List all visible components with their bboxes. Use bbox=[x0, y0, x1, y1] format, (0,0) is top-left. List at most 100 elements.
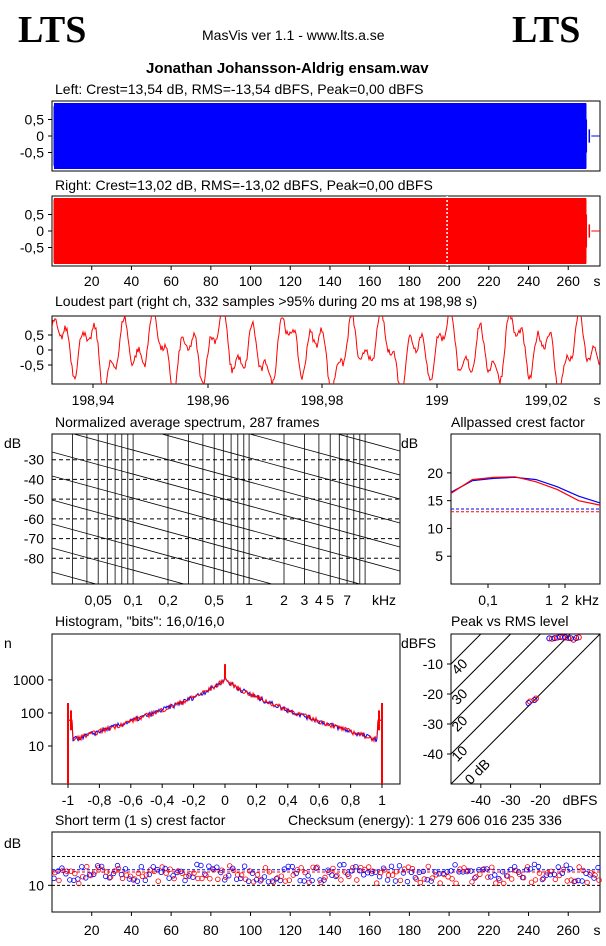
x-unit-label: s bbox=[594, 392, 601, 408]
shortterm-point-left bbox=[396, 863, 403, 869]
shortterm-point-left bbox=[182, 877, 188, 884]
x-tick-label: 2 bbox=[280, 592, 288, 608]
shortterm-point-left bbox=[507, 866, 514, 873]
shortterm-point-right bbox=[56, 877, 62, 884]
shortterm-point-left bbox=[484, 866, 490, 872]
shortterm-point-left bbox=[452, 862, 458, 868]
shortterm-point-right bbox=[548, 868, 555, 874]
x-tick-label: 5 bbox=[326, 592, 334, 608]
x-tick-label: 160 bbox=[358, 273, 382, 289]
shortterm-point-left bbox=[158, 869, 164, 875]
shortterm-point-left bbox=[444, 869, 450, 875]
shortterm-point-left bbox=[492, 872, 498, 878]
app-title: MasVis ver 1.1 - www.lts.a.se bbox=[202, 27, 385, 43]
histogram-title: Histogram, "bits": 16,0/16,0 bbox=[55, 613, 225, 629]
shortterm-point-right bbox=[282, 878, 289, 884]
shortterm-point-left bbox=[364, 870, 371, 876]
shortterm-point-right bbox=[564, 878, 570, 884]
x-tick-label: 80 bbox=[203, 273, 219, 289]
shortterm-point-right bbox=[377, 870, 384, 876]
y-tick-label: -40 bbox=[24, 471, 44, 487]
shortterm-point-left bbox=[281, 866, 288, 872]
x-unit-label: s bbox=[594, 922, 601, 938]
shortterm-point-right bbox=[143, 872, 150, 878]
right-title: Right: Crest=13,02 dB, RMS=-13,02 dBFS, … bbox=[55, 177, 433, 193]
y-tick-label: -20 bbox=[423, 686, 443, 702]
peakrms-diag-label: 40 bbox=[448, 655, 470, 677]
shortterm-point-right bbox=[520, 875, 527, 881]
shortterm-point-left bbox=[118, 871, 125, 878]
shortterm-point-left bbox=[321, 877, 327, 883]
shortterm-point-left bbox=[305, 873, 311, 879]
shortterm-point-left bbox=[357, 868, 363, 874]
shortterm-point-right bbox=[532, 877, 539, 883]
shortterm-point-right bbox=[362, 866, 368, 873]
shortterm-point-left bbox=[555, 864, 562, 870]
x-tick-label: 260 bbox=[557, 273, 581, 289]
shortterm-point-left bbox=[539, 876, 546, 883]
shortterm-point-right bbox=[155, 878, 161, 884]
shortterm-point-right bbox=[298, 865, 304, 871]
shortterm-point-right bbox=[322, 874, 328, 881]
shortterm-point-right bbox=[195, 875, 201, 882]
shortterm-point-right bbox=[373, 880, 380, 886]
shortterm-point-right bbox=[433, 872, 439, 878]
y-tick-label: 0,5 bbox=[25, 207, 45, 223]
x-tick-label: -0,8 bbox=[87, 792, 111, 808]
waveform-tail-0 bbox=[585, 119, 591, 153]
x-tick-label: 260 bbox=[557, 922, 581, 938]
shortterm-point-right bbox=[266, 869, 273, 875]
x-tick-label: 0,1 bbox=[123, 592, 143, 608]
x-tick-label: 0 bbox=[221, 792, 229, 808]
shortterm-point-right bbox=[286, 877, 292, 883]
spectrum-ylabel: dB bbox=[4, 435, 21, 451]
shortterm-point-right bbox=[215, 876, 221, 882]
shortterm-point-right bbox=[397, 877, 404, 884]
x-tick-label: 0,5 bbox=[204, 592, 224, 608]
y-tick-label: 100 bbox=[21, 705, 45, 721]
shortterm-point-right bbox=[429, 875, 435, 881]
y-tick-label: 1000 bbox=[13, 672, 44, 688]
shortterm-point-left bbox=[333, 873, 339, 880]
y-tick-label: -60 bbox=[24, 511, 44, 527]
shortterm-point-right bbox=[84, 863, 90, 870]
shortterm-point-right bbox=[469, 879, 475, 885]
peakrms-point-left bbox=[525, 700, 532, 706]
x-tick-label: 2 bbox=[561, 592, 569, 608]
shortterm-point-left bbox=[142, 877, 149, 884]
spectrum-gridlines-v bbox=[72, 434, 366, 584]
shortterm-point-right bbox=[95, 864, 102, 871]
shortterm-point-right bbox=[127, 873, 134, 879]
shortterm-point-left bbox=[241, 863, 248, 869]
histogram-left-curve bbox=[68, 676, 382, 743]
shortterm-point-left bbox=[63, 871, 69, 877]
shortterm-point-left bbox=[456, 869, 462, 875]
shortterm-point-left bbox=[531, 861, 538, 868]
shortterm-point-left bbox=[237, 875, 244, 882]
peakrms-title: Peak vs RMS level bbox=[451, 613, 569, 629]
shortterm-point-right bbox=[338, 877, 344, 883]
shortterm-point-right bbox=[584, 879, 590, 886]
shortterm-point-right bbox=[421, 876, 427, 882]
shortterm-point-right bbox=[354, 877, 360, 883]
shortterm-point-right bbox=[52, 869, 58, 876]
x-tick-label: 140 bbox=[318, 922, 342, 938]
shortterm-point-left bbox=[412, 875, 419, 881]
x-tick-label: 220 bbox=[477, 922, 501, 938]
spectrum-title: Normalized average spectrum, 287 frames bbox=[55, 414, 320, 430]
shortterm-point-right bbox=[326, 869, 332, 876]
shortterm-point-right bbox=[219, 867, 225, 873]
shortterm-point-left bbox=[75, 876, 81, 882]
peakrms-point-right bbox=[532, 695, 539, 702]
shortterm-point-left bbox=[261, 874, 268, 880]
peakrms-diag-label: 0 dB bbox=[461, 756, 493, 788]
shortterm-point-left bbox=[349, 868, 355, 874]
shortterm-point-left bbox=[114, 862, 121, 869]
x-tick-label: -0,6 bbox=[119, 792, 143, 808]
shortterm-point-right bbox=[409, 865, 416, 872]
y-tick-label: -0,5 bbox=[20, 145, 44, 161]
shortterm-point-right bbox=[385, 872, 392, 878]
shortterm-point-left bbox=[190, 874, 196, 880]
spectrum-frame bbox=[51, 433, 401, 585]
